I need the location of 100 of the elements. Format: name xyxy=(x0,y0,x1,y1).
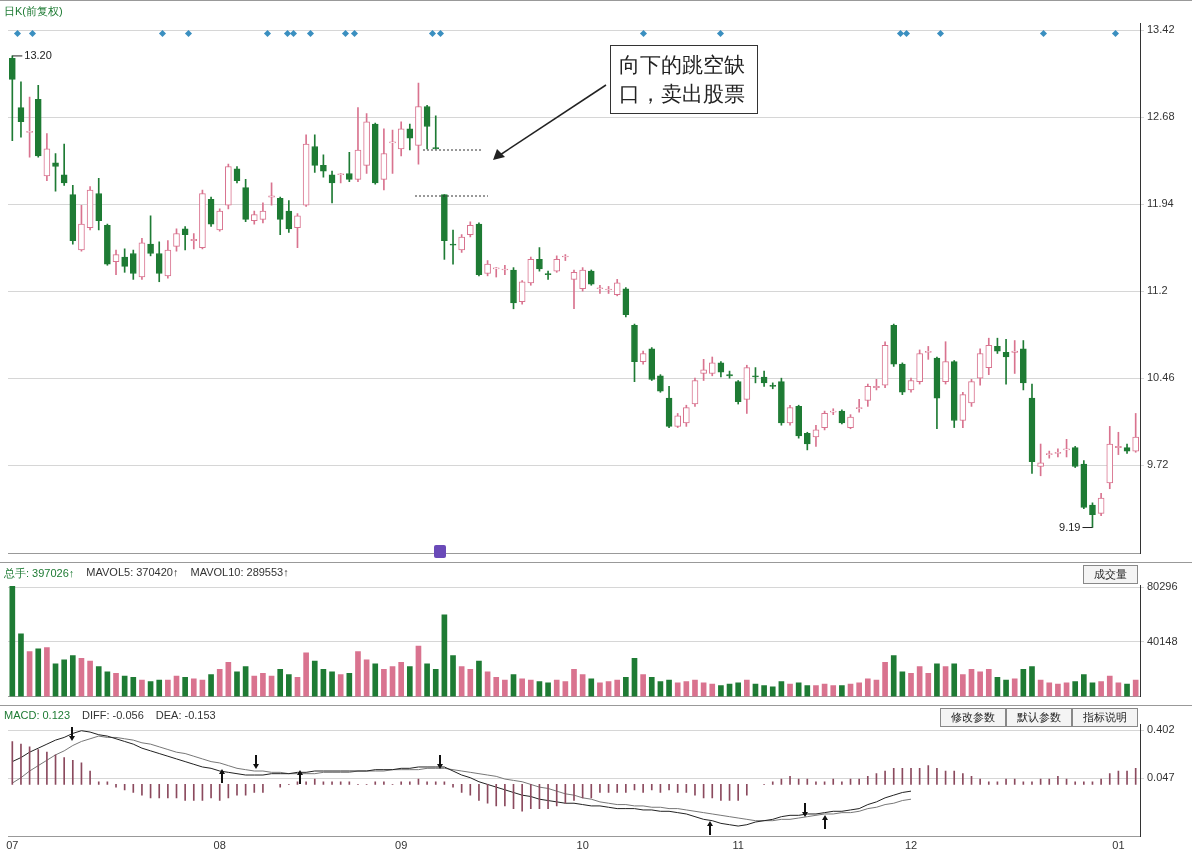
bar xyxy=(216,668,223,697)
text: DEA: -0.153 xyxy=(155,709,216,721)
bar xyxy=(139,679,145,697)
bar xyxy=(674,682,681,697)
bar xyxy=(1072,681,1079,697)
bar xyxy=(640,674,646,697)
bar xyxy=(35,648,42,697)
bar xyxy=(502,679,508,697)
y-tick-label: 10.46 xyxy=(1147,371,1175,384)
candlestick xyxy=(346,152,353,183)
bar xyxy=(1098,681,1104,697)
candlestick xyxy=(432,115,440,150)
bar xyxy=(588,678,595,697)
candlestick xyxy=(501,264,509,276)
bar xyxy=(1132,679,1139,697)
bar xyxy=(934,663,940,697)
candlestick xyxy=(1011,340,1019,374)
text: DIFF: -0.056 xyxy=(82,709,144,721)
chart-title: 日K(前复权) xyxy=(4,4,63,19)
bar xyxy=(44,647,50,697)
x-tick-label: 12 xyxy=(904,839,918,852)
bar xyxy=(571,668,577,697)
bar xyxy=(432,668,439,697)
y-tick-label: 40148 xyxy=(1147,634,1178,647)
bar xyxy=(476,660,482,697)
bar xyxy=(493,677,500,697)
y-tick-label: 9.72 xyxy=(1147,458,1169,471)
bar xyxy=(95,666,102,697)
bar xyxy=(718,685,724,697)
candlestick xyxy=(829,408,837,415)
bar xyxy=(648,677,655,697)
bar xyxy=(156,679,163,697)
bar xyxy=(113,672,119,697)
bar xyxy=(372,663,379,697)
text: 修改参数 xyxy=(940,708,1006,727)
bar xyxy=(709,683,716,697)
x-tick-label: 08 xyxy=(213,839,226,852)
candlestick xyxy=(924,346,932,360)
bar xyxy=(130,677,137,697)
bar xyxy=(190,678,197,697)
bar xyxy=(804,685,811,697)
bar xyxy=(839,685,845,697)
x-tick-label: 11 xyxy=(732,839,744,852)
bar xyxy=(1003,679,1009,697)
bar xyxy=(882,662,888,697)
bar xyxy=(985,668,992,697)
bar xyxy=(864,678,871,697)
bar xyxy=(450,655,456,697)
bar xyxy=(467,668,474,697)
bar xyxy=(925,672,932,697)
bar xyxy=(346,672,353,697)
text: 总手: 397026↑ xyxy=(4,566,75,581)
bar xyxy=(597,682,603,697)
y-tick-label: 13.42 xyxy=(1147,23,1175,36)
x-tick-label: 07 xyxy=(6,839,19,852)
bar xyxy=(251,675,258,697)
annotation: 向下的跳空缺口，卖出股票 xyxy=(610,45,758,114)
bar xyxy=(761,685,767,697)
bar xyxy=(787,683,793,697)
bar xyxy=(286,674,292,697)
bar xyxy=(165,679,171,697)
bar xyxy=(61,659,67,697)
text: MACD: 0.123 xyxy=(4,709,71,721)
bar xyxy=(277,668,284,697)
bar xyxy=(1046,682,1053,697)
bar xyxy=(182,677,188,697)
bar xyxy=(260,672,266,697)
bar xyxy=(9,586,16,697)
y-tick-label: 12.68 xyxy=(1147,110,1175,123)
bar xyxy=(614,679,621,697)
bar xyxy=(553,679,560,697)
text: MAVOL10: 289553↑ xyxy=(190,566,289,580)
bar xyxy=(311,660,318,697)
bar xyxy=(69,655,76,697)
bar xyxy=(329,671,335,697)
bar xyxy=(303,652,309,697)
bar xyxy=(813,685,819,697)
bar xyxy=(1029,666,1035,697)
bar xyxy=(830,685,837,697)
bar xyxy=(795,682,802,697)
bar xyxy=(337,674,344,697)
bar xyxy=(890,655,897,697)
bar xyxy=(908,672,914,697)
candlestick xyxy=(337,173,345,184)
bar xyxy=(87,660,93,697)
candlestick xyxy=(449,229,457,265)
x-tick-label: 09 xyxy=(395,839,408,852)
bar xyxy=(743,679,750,697)
x-tick-label: 01 xyxy=(1112,839,1125,852)
bar xyxy=(208,674,214,697)
bar xyxy=(527,679,534,697)
bar xyxy=(1055,683,1061,697)
bar xyxy=(960,674,966,697)
bar xyxy=(692,679,698,697)
bar xyxy=(1011,678,1018,697)
bar xyxy=(355,651,361,697)
candlestick xyxy=(596,284,604,294)
bar xyxy=(856,682,862,697)
bar xyxy=(381,668,387,697)
bar xyxy=(769,686,776,697)
